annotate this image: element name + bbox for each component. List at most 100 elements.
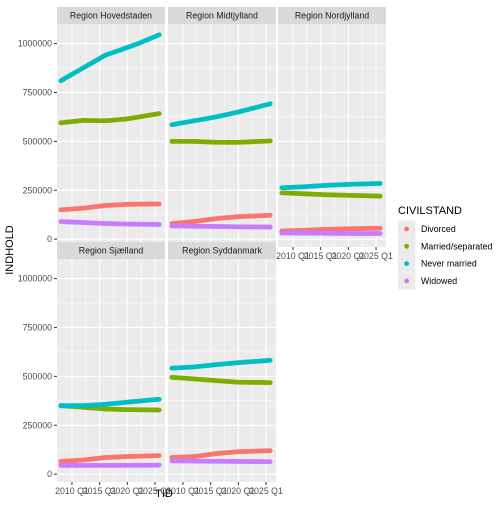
- facet-strip-label: Region Nordjylland: [295, 11, 369, 21]
- data-point: [156, 462, 162, 468]
- y-tick-label: 250000: [23, 420, 52, 430]
- y-axis-row-1: 0 250000 500000 750000 1000000: [18, 39, 57, 244]
- y-axis-title: INDHOLD: [4, 225, 16, 275]
- x-tick-label: 2025 Q1: [249, 486, 283, 496]
- series-never-married: [279, 181, 383, 191]
- series-never-married: [58, 32, 162, 84]
- data-point: [267, 380, 273, 386]
- x-axis-title: TID: [155, 488, 173, 500]
- x-tick-label: 2020 Q1: [331, 251, 365, 261]
- legend: CIVILSTAND Divorced Married/separated Neve…: [398, 205, 492, 290]
- x-tick-label: 2015 Q1: [83, 486, 117, 496]
- series-divorced: [279, 225, 383, 234]
- data-point: [267, 212, 273, 218]
- legend-marker: [404, 243, 409, 249]
- legend-label: Divorced: [421, 224, 456, 234]
- data-point: [377, 225, 383, 231]
- facet-strip: [57, 242, 165, 259]
- series-widowed: [279, 230, 383, 236]
- legend-label: Married/separated: [421, 241, 492, 251]
- series-widowed: [58, 462, 162, 468]
- y-tick-label: 250000: [23, 185, 52, 195]
- data-point: [156, 32, 162, 38]
- series-never-married: [169, 357, 273, 371]
- series-never-married: [58, 396, 162, 409]
- legend-item-never-married: Never married: [398, 255, 477, 273]
- data-point: [267, 357, 273, 363]
- panel-background: [57, 259, 165, 482]
- x-tick-label: 2010 Q1: [55, 486, 89, 496]
- data-point: [377, 231, 383, 236]
- data-point: [267, 224, 273, 230]
- x-tick-label: 2020 Q1: [221, 486, 255, 496]
- facet-strip-label: Region Sjælland: [79, 246, 144, 256]
- y-tick-label: 1000000: [18, 274, 52, 284]
- panel-region-hovedstaden: Region Hovedstaden: [57, 7, 165, 247]
- panels-layer: Region Hovedstaden Region Midtjylland Regi…: [57, 7, 386, 482]
- x-tick-label: 2010 Q1: [276, 251, 310, 261]
- panel-region-nordjylland: Region Nordjylland: [278, 7, 386, 247]
- series-divorced: [58, 201, 162, 213]
- data-point: [156, 453, 162, 458]
- data-point: [377, 181, 383, 186]
- data-point: [156, 111, 162, 116]
- series-widowed: [169, 458, 273, 465]
- facet-strip: [278, 7, 386, 24]
- panel-background: [278, 24, 386, 247]
- data-point: [156, 222, 162, 227]
- panel-region-syddanmark: Region Syddanmark: [168, 242, 276, 482]
- data-point: [267, 101, 273, 107]
- panel-region-sjaelland: Region Sjælland: [57, 242, 165, 482]
- y-tick-label: 0: [47, 469, 52, 479]
- y-tick-label: 1000000: [18, 39, 52, 49]
- facet-strip-label: Region Syddanmark: [182, 246, 262, 256]
- data-point: [156, 201, 162, 207]
- legend-marker: [404, 261, 409, 266]
- series-never-married: [169, 101, 273, 128]
- data-point: [267, 448, 273, 454]
- facet-strip: [57, 7, 165, 24]
- series-married-separated: [169, 138, 273, 145]
- y-tick-label: 500000: [23, 136, 52, 146]
- x-tick-label: 2025 Q1: [138, 486, 172, 496]
- series-married-separated: [58, 111, 162, 126]
- legend-marker: [404, 226, 409, 232]
- y-tick-label: 750000: [23, 87, 52, 97]
- y-axes-layer: 0 250000 500000 750000 1000000 0 250000 500000 7…: [18, 39, 57, 479]
- series-divorced: [169, 448, 273, 460]
- legend-item-widowed: Widowed: [398, 272, 457, 290]
- x-tick-label: 2020 Q1: [110, 486, 144, 496]
- x-tick-label: 2015 Q1: [304, 251, 338, 261]
- y-tick-label: 500000: [23, 371, 52, 381]
- legend-item-divorced: Divorced: [398, 220, 456, 238]
- series-divorced: [58, 453, 162, 464]
- series-divorced: [169, 212, 273, 226]
- data-point: [156, 407, 162, 413]
- y-tick-label: 750000: [23, 322, 52, 332]
- panel-background: [168, 24, 276, 247]
- panel-background: [57, 24, 165, 247]
- y-tick-label: 0: [47, 234, 52, 244]
- x-tick-label: 2015 Q1: [194, 486, 228, 496]
- legend-marker: [404, 278, 409, 284]
- legend-label: Never married: [421, 259, 477, 269]
- data-point: [267, 138, 273, 144]
- facet-strip-label: Region Hovedstaden: [70, 11, 152, 21]
- legend-item-married-separated: Married/separated: [398, 237, 492, 255]
- legend-title: CIVILSTAND: [398, 205, 462, 217]
- y-axis-row-2: 0 250000 500000 750000 1000000: [18, 274, 57, 479]
- x-tick-label: 2025 Q1: [359, 251, 393, 261]
- data-point: [267, 459, 273, 465]
- legend-label: Widowed: [421, 276, 457, 286]
- data-point: [156, 396, 162, 402]
- series-married-separated: [279, 190, 383, 199]
- facet-strip: [168, 7, 276, 24]
- series-widowed: [58, 219, 162, 227]
- panel-background: [168, 259, 276, 482]
